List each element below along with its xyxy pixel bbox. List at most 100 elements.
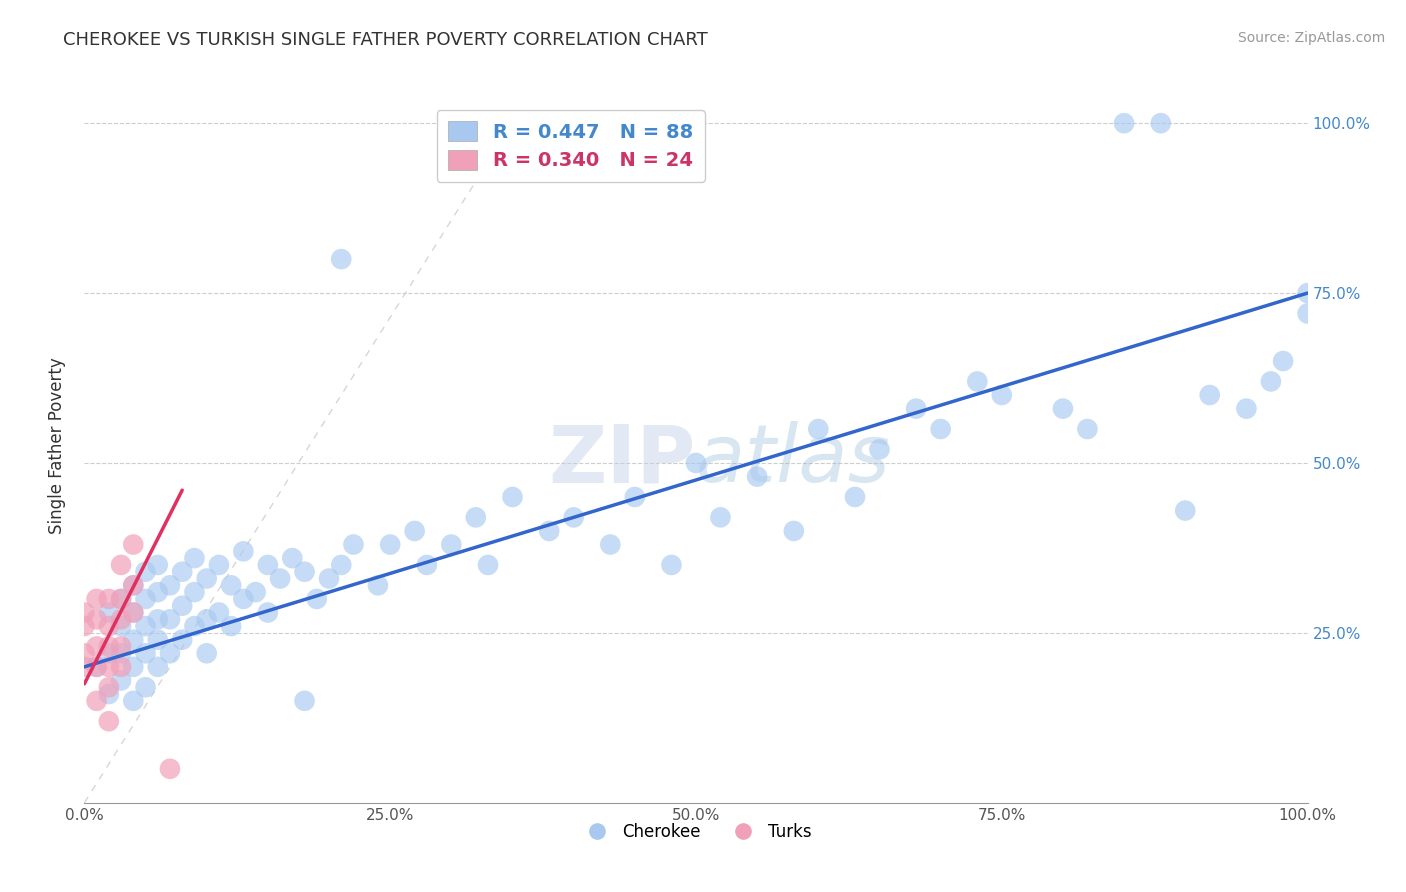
Point: [330, 558, 353, 572]
Point: [1236, 401, 1258, 416]
Point: [86, 660, 108, 674]
Point: [183, 585, 205, 599]
Point: [97, 714, 120, 729]
Point: [562, 510, 585, 524]
Point: [73, 646, 96, 660]
Point: [86, 640, 108, 654]
Point: [747, 469, 769, 483]
Point: [232, 544, 254, 558]
Point: [122, 606, 145, 620]
Point: [709, 510, 731, 524]
Point: [1150, 116, 1173, 130]
Point: [538, 524, 561, 538]
Point: [97, 640, 120, 654]
Point: [146, 558, 169, 572]
Point: [245, 585, 267, 599]
Point: [232, 591, 254, 606]
Point: [1076, 422, 1098, 436]
Point: [146, 585, 169, 599]
Point: [146, 612, 169, 626]
Point: [183, 619, 205, 633]
Point: [172, 565, 194, 579]
Point: [502, 490, 524, 504]
Point: [135, 646, 157, 660]
Point: [195, 646, 218, 660]
Point: [183, 551, 205, 566]
Point: [97, 619, 120, 633]
Point: [86, 612, 108, 626]
Point: [172, 599, 194, 613]
Point: [122, 606, 145, 620]
Point: [294, 694, 316, 708]
Point: [281, 551, 304, 566]
Point: [86, 591, 108, 606]
Legend: Cherokee, Turks: Cherokee, Turks: [574, 817, 818, 848]
Point: [195, 572, 218, 586]
Point: [208, 606, 231, 620]
Point: [477, 558, 499, 572]
Point: [86, 660, 108, 674]
Point: [110, 591, 132, 606]
Point: [110, 558, 132, 572]
Point: [110, 646, 132, 660]
Point: [966, 375, 988, 389]
Point: [208, 558, 231, 572]
Point: [97, 591, 120, 606]
Point: [97, 660, 120, 674]
Point: [110, 673, 132, 688]
Point: [1052, 401, 1074, 416]
Point: [146, 632, 169, 647]
Point: [195, 612, 218, 626]
Point: [1174, 503, 1197, 517]
Text: ZIP: ZIP: [548, 421, 696, 500]
Point: [1296, 306, 1319, 320]
Point: [122, 578, 145, 592]
Point: [97, 646, 120, 660]
Point: [783, 524, 806, 538]
Point: [330, 252, 353, 266]
Point: [172, 632, 194, 647]
Point: [599, 537, 621, 551]
Point: [110, 640, 132, 654]
Point: [159, 578, 181, 592]
Point: [464, 510, 486, 524]
Point: [146, 660, 169, 674]
Point: [929, 422, 952, 436]
Point: [97, 606, 120, 620]
Text: atlas: atlas: [696, 421, 891, 500]
Point: [73, 619, 96, 633]
Point: [73, 606, 96, 620]
Point: [135, 565, 157, 579]
Point: [869, 442, 891, 457]
Point: [219, 619, 242, 633]
Point: [122, 632, 145, 647]
Point: [404, 524, 426, 538]
Point: [318, 572, 340, 586]
Point: [122, 578, 145, 592]
Point: [110, 660, 132, 674]
Point: [122, 660, 145, 674]
Point: [257, 606, 280, 620]
Point: [844, 490, 866, 504]
Point: [97, 687, 120, 701]
Point: [159, 612, 181, 626]
Point: [110, 591, 132, 606]
Point: [122, 694, 145, 708]
Point: [122, 537, 145, 551]
Point: [135, 591, 157, 606]
Text: Source: ZipAtlas.com: Source: ZipAtlas.com: [1237, 31, 1385, 45]
Point: [86, 694, 108, 708]
Point: [97, 680, 120, 694]
Point: [294, 565, 316, 579]
Text: CHEROKEE VS TURKISH SINGLE FATHER POVERTY CORRELATION CHART: CHEROKEE VS TURKISH SINGLE FATHER POVERT…: [63, 31, 709, 49]
Point: [73, 660, 96, 674]
Y-axis label: Single Father Poverty: Single Father Poverty: [48, 358, 66, 534]
Point: [1114, 116, 1136, 130]
Point: [135, 680, 157, 694]
Point: [342, 537, 364, 551]
Point: [219, 578, 242, 592]
Point: [416, 558, 439, 572]
Point: [440, 537, 463, 551]
Point: [110, 612, 132, 626]
Point: [380, 537, 402, 551]
